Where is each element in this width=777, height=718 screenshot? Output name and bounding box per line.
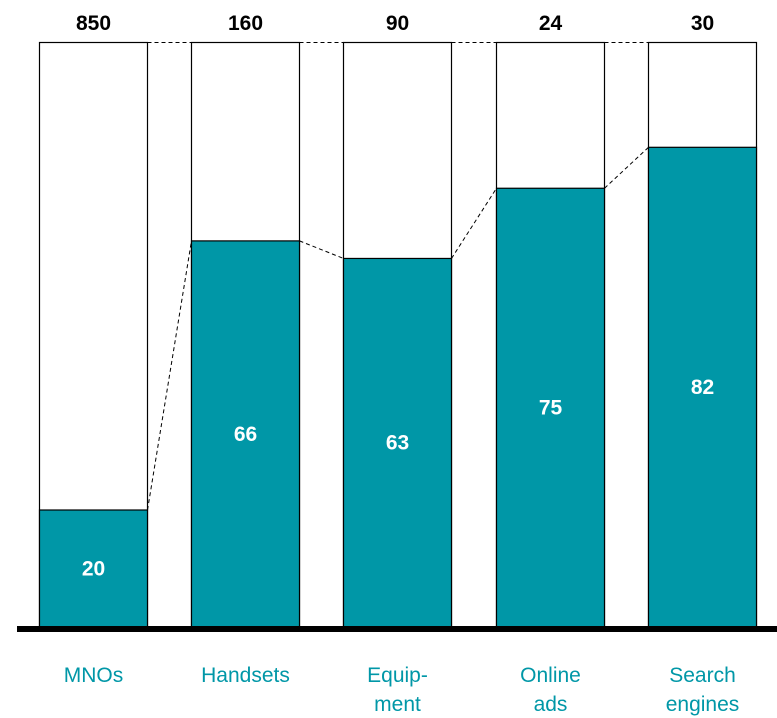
category-label-mnos: MNOs: [64, 664, 124, 687]
category-label-line: MNOs: [64, 664, 124, 687]
category-label-search-engines: Search engines: [666, 664, 740, 716]
category-label-line: ment: [374, 693, 421, 716]
bar-value-online-ads: [495, 187, 606, 628]
total-label-mnos: 850: [76, 12, 111, 35]
bar-value-equip-ment: [342, 257, 453, 628]
category-label-line: Handsets: [201, 664, 290, 687]
connector-value: [451, 187, 497, 259]
bar-value-search-engines: [647, 146, 758, 628]
value-label-search-engines: 82: [691, 376, 714, 399]
connector-lines: [147, 42, 649, 511]
category-label-line: Search: [669, 664, 736, 687]
connector-value: [604, 146, 649, 189]
category-label-line: ads: [534, 693, 568, 716]
category-label-handsets: Handsets: [201, 664, 290, 687]
total-label-handsets: 160: [228, 12, 263, 35]
bar-value-handsets: [190, 240, 301, 628]
total-label-online-ads: 24: [539, 12, 563, 35]
value-label-handsets: 66: [234, 423, 257, 446]
bar-value-mnos: [38, 509, 149, 628]
labels-group: 850 20 MNOs 160 66 Handsets 90 63 Equip-ment 24 75…: [64, 12, 740, 716]
category-label-online-ads: Online ads: [520, 664, 581, 716]
total-label-equip-ment: 90: [386, 12, 409, 35]
value-label-equip-ment: 63: [386, 432, 409, 455]
connector-value: [299, 240, 344, 259]
connector-value: [147, 240, 192, 511]
category-label-line: engines: [666, 693, 740, 716]
category-label-equip-ment: Equip-ment: [367, 664, 428, 716]
value-label-online-ads: 75: [539, 397, 563, 420]
value-label-mnos: 20: [82, 558, 105, 581]
bars-group: [38, 41, 758, 629]
category-label-line: Online: [520, 664, 581, 687]
total-label-search-engines: 30: [691, 12, 714, 35]
category-label-line: Equip-: [367, 664, 428, 687]
